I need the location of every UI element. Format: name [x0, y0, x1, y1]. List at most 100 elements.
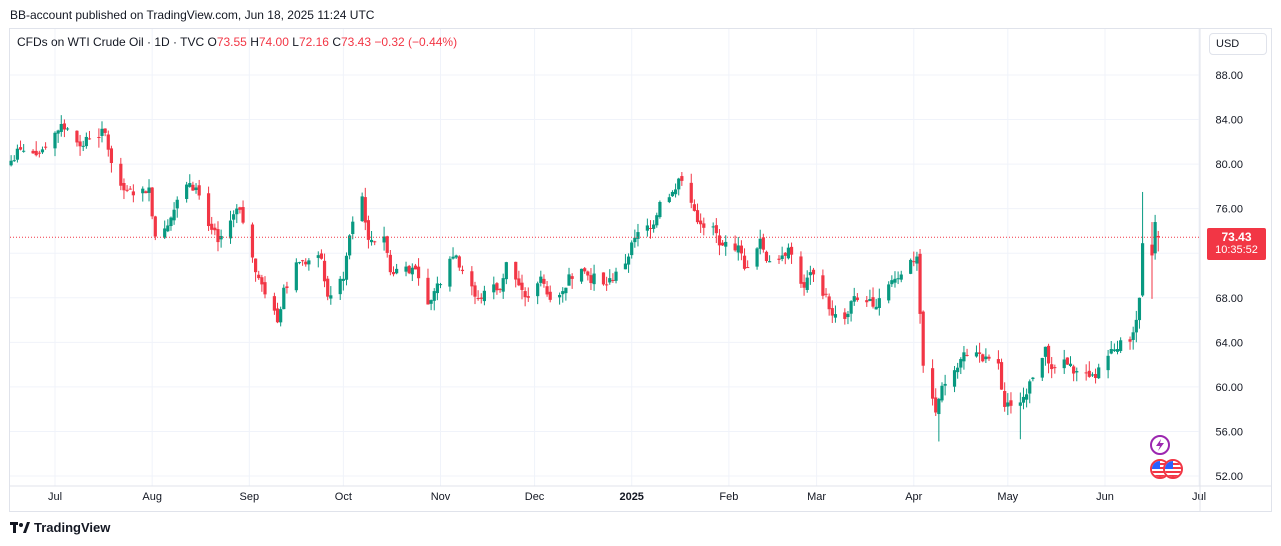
- candle-body: [614, 271, 618, 281]
- candle-body: [545, 286, 549, 295]
- candle-body: [304, 261, 308, 265]
- candle-body: [780, 255, 784, 260]
- candle-body: [702, 223, 706, 228]
- candle-body: [391, 272, 396, 275]
- candle-body: [12, 160, 16, 162]
- candle-body: [285, 286, 289, 289]
- candle-body: [275, 308, 280, 323]
- candle-body: [87, 138, 92, 140]
- candle-body: [351, 221, 355, 235]
- candle-body: [81, 145, 85, 147]
- candle-body: [131, 191, 135, 196]
- lightning-event-icon[interactable]: [1150, 435, 1170, 455]
- currency-button[interactable]: USD: [1209, 33, 1267, 55]
- candle-body: [536, 283, 540, 297]
- candle-body: [1040, 357, 1044, 378]
- candle-body: [153, 216, 157, 237]
- close-value: 73.43: [340, 35, 372, 49]
- candle-body: [755, 248, 759, 267]
- candle-body: [915, 256, 919, 264]
- candle-body: [539, 276, 543, 283]
- candle-body: [363, 197, 367, 223]
- candle-body: [40, 149, 45, 153]
- chart-frame[interactable]: [9, 28, 1272, 512]
- candle-body: [567, 274, 571, 286]
- candle-body: [789, 246, 794, 255]
- candle-body: [279, 309, 283, 323]
- candle-body: [43, 146, 48, 148]
- tradingview-brand[interactable]: TradingView: [10, 520, 110, 535]
- candle-body: [724, 241, 728, 247]
- candle-body: [520, 282, 524, 290]
- candle-body: [141, 188, 145, 194]
- candle-body: [742, 255, 747, 269]
- symbol-legend: CFDs on WTI Crude Oil · 1D · TVC O73.55 …: [17, 35, 457, 49]
- candle-body: [479, 297, 483, 299]
- candle-body: [53, 132, 57, 149]
- x-tick-label: Jun: [1096, 491, 1114, 503]
- candle-body: [163, 228, 167, 238]
- candle-body: [448, 258, 452, 287]
- candle-body: [128, 188, 132, 190]
- candle-body: [558, 294, 562, 298]
- candle-body: [896, 278, 900, 280]
- candle-body: [887, 284, 891, 301]
- candle-body: [586, 271, 590, 276]
- candle-body: [18, 147, 23, 150]
- candle-body: [940, 385, 944, 401]
- candle-body: [658, 201, 662, 218]
- us-flag-event-icon-2[interactable]: [1163, 459, 1183, 479]
- candle-body: [263, 282, 267, 295]
- candle-body: [912, 261, 916, 263]
- candle-body: [1009, 400, 1013, 406]
- y-tick-label: 84.00: [1215, 115, 1243, 127]
- candle-body: [626, 256, 631, 265]
- candle-body: [348, 235, 352, 256]
- candle-body: [514, 261, 518, 280]
- candle-body: [460, 269, 465, 272]
- candle-body: [410, 267, 414, 275]
- candle-body: [937, 398, 941, 415]
- candle-body: [388, 254, 392, 273]
- candle-body: [974, 352, 979, 357]
- candle-body: [1097, 367, 1101, 379]
- candle-body: [451, 256, 455, 259]
- candle-body: [144, 191, 148, 194]
- candle-body: [1131, 332, 1135, 340]
- candle-body: [322, 260, 327, 282]
- candle-body: [492, 284, 496, 293]
- x-tick-label: 2025: [619, 491, 643, 503]
- x-tick-label: Nov: [431, 491, 451, 503]
- candle-body: [865, 300, 869, 303]
- candle-body: [673, 189, 678, 195]
- candle-body: [232, 214, 236, 220]
- candle-body: [175, 199, 179, 209]
- candle-body: [652, 224, 656, 229]
- candle-body: [84, 136, 88, 147]
- candle-body: [470, 271, 474, 287]
- candle-body: [843, 312, 847, 319]
- candle-body: [476, 298, 480, 300]
- candle-body: [382, 236, 386, 243]
- candle-body: [22, 150, 26, 152]
- candle-body: [695, 210, 700, 223]
- candle-body: [987, 356, 991, 359]
- candle-body: [103, 128, 107, 133]
- candle-body: [605, 284, 609, 286]
- candle-body: [1137, 297, 1142, 321]
- candle-body: [608, 278, 612, 283]
- candle-body: [561, 291, 565, 295]
- candle-body: [301, 260, 305, 262]
- candle-body: [413, 265, 418, 270]
- candle-body: [31, 150, 35, 154]
- candle-body: [172, 209, 176, 221]
- candle-body: [548, 291, 552, 300]
- candle-body: [630, 242, 634, 256]
- x-tick-label: Aug: [142, 491, 162, 503]
- candle-body: [984, 356, 988, 360]
- x-tick-label: May: [997, 491, 1018, 503]
- candle-body: [523, 291, 527, 298]
- candle-body: [921, 311, 925, 366]
- y-tick-label: 64.00: [1215, 337, 1243, 349]
